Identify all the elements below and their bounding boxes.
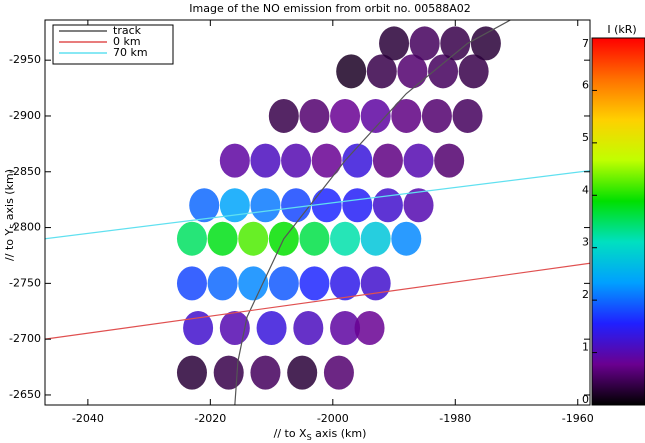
colorbar-tick-label: 1 <box>582 341 589 354</box>
legend-label: 0 km <box>113 35 141 48</box>
emission-point <box>250 143 281 178</box>
emission-point <box>176 355 207 390</box>
colorbar-tick-label: 4 <box>582 183 589 196</box>
emission-point <box>293 311 324 345</box>
emission-point <box>238 266 269 301</box>
emission-point <box>299 98 330 133</box>
legend-label: 70 km <box>113 46 148 59</box>
x-tick-label: -2040 <box>72 412 104 425</box>
emission-point <box>330 98 361 133</box>
x-tick-label: -2000 <box>317 412 349 425</box>
emission-point <box>176 221 207 256</box>
emission-point <box>342 188 373 223</box>
emission-point <box>440 26 471 61</box>
emission-point <box>330 311 361 345</box>
emission-point <box>330 266 361 301</box>
colorbar-tick-label: 5 <box>582 131 589 144</box>
emission-point <box>336 54 367 89</box>
emission-point <box>323 355 354 390</box>
emission-point <box>299 266 330 301</box>
emission-point <box>281 143 312 178</box>
emission-point <box>391 98 422 133</box>
emission-point <box>342 143 373 178</box>
legend-label: track <box>113 24 142 37</box>
y-tick-label: -2950 <box>9 53 41 66</box>
emission-point <box>189 188 220 223</box>
emission-point <box>421 98 452 133</box>
emission-point <box>268 266 299 301</box>
colorbar-title: I (kR) <box>607 23 636 36</box>
y-tick-label: -2850 <box>9 165 41 178</box>
y-tick-label: -2700 <box>9 332 41 345</box>
series-line <box>45 262 590 340</box>
emission-point <box>311 188 342 223</box>
emission-point <box>452 98 483 133</box>
emission-point <box>360 221 391 256</box>
colorbar-tick-label: 6 <box>582 78 589 91</box>
emission-point <box>207 221 238 256</box>
emission-point <box>354 311 385 345</box>
emission-point <box>391 221 422 256</box>
colorbar-tick-label: 2 <box>582 288 589 301</box>
x-tick-label: -1980 <box>439 412 471 425</box>
y-tick-label: -2900 <box>9 109 41 122</box>
emission-point <box>219 311 250 345</box>
emission-point <box>366 54 397 89</box>
y-tick-label: -2800 <box>9 221 41 234</box>
emission-point <box>470 26 501 61</box>
emission-point <box>250 355 281 390</box>
plot-frame <box>44 19 591 406</box>
emission-point <box>403 188 434 223</box>
emission-point <box>428 54 459 89</box>
emission-point <box>268 98 299 133</box>
y-axis-label: // to YS axis (km) <box>3 169 18 261</box>
emission-point <box>219 143 250 178</box>
colorbar-tick-label: 7 <box>582 37 589 50</box>
colorbar-tick-label: 3 <box>582 236 589 249</box>
emission-point <box>311 143 342 178</box>
colorbar-tick-label: 0 <box>582 393 589 406</box>
emission-point <box>403 143 434 178</box>
series-line <box>234 20 511 405</box>
emission-point <box>360 266 391 301</box>
y-tick-label: -2650 <box>9 388 41 401</box>
x-axis-label: // to XS axis (km) <box>274 427 367 442</box>
emission-point <box>207 266 238 301</box>
emission-point <box>434 143 465 178</box>
series-line <box>45 170 590 240</box>
emission-point <box>397 54 428 89</box>
y-tick-label: -2750 <box>9 276 41 289</box>
emission-point <box>409 26 440 61</box>
chart-title: Image of the NO emission from orbit no. … <box>189 2 470 15</box>
emission-point <box>372 188 403 223</box>
x-tick-label: -2020 <box>194 412 226 425</box>
emission-point <box>213 355 244 390</box>
emission-point <box>281 188 312 223</box>
emission-point <box>360 98 391 133</box>
emission-point <box>176 266 207 301</box>
emission-point <box>256 311 287 345</box>
emission-point <box>330 221 361 256</box>
emission-point <box>250 188 281 223</box>
colorbar <box>591 37 645 406</box>
emission-point <box>458 54 489 89</box>
emission-point <box>219 188 250 223</box>
emission-point <box>287 355 318 390</box>
emission-point <box>183 311 214 345</box>
emission-point <box>238 221 269 256</box>
emission-point <box>372 143 403 178</box>
emission-point <box>379 26 410 61</box>
x-tick-label: -1960 <box>562 412 594 425</box>
emission-points <box>176 26 501 390</box>
emission-point <box>299 221 330 256</box>
